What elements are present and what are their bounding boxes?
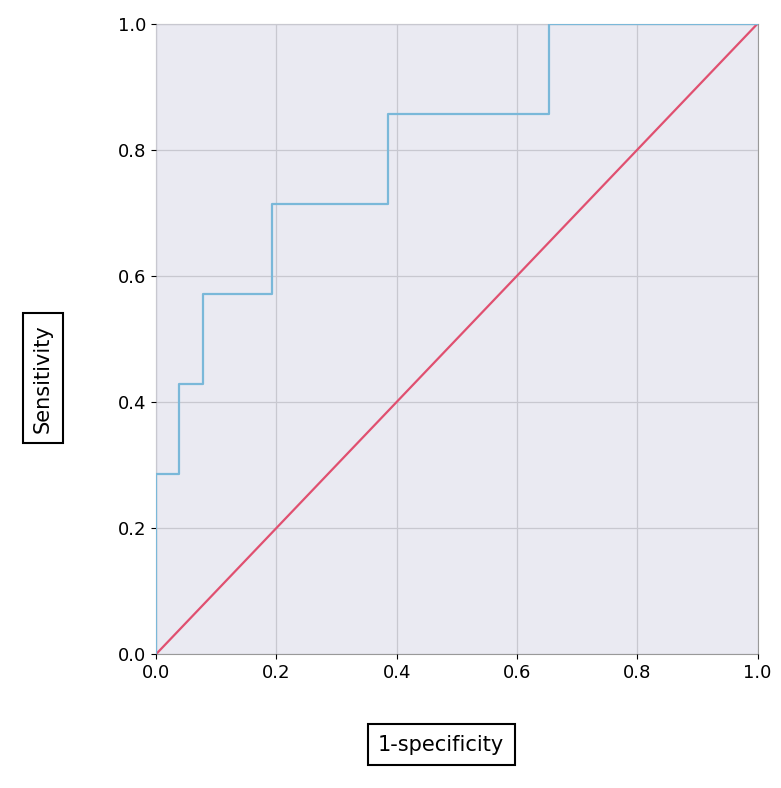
Text: Sensitivity: Sensitivity (33, 324, 53, 433)
Text: 1-specificity: 1-specificity (378, 734, 505, 755)
